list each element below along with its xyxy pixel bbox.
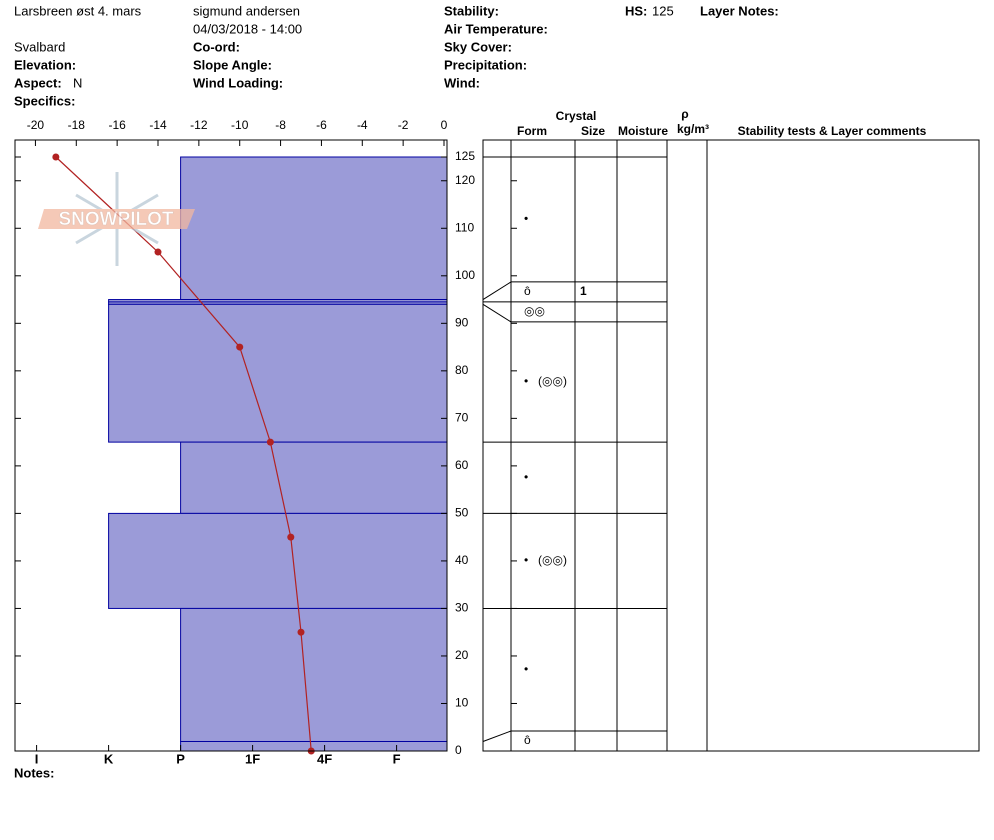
- y-tick-label: 10: [455, 696, 469, 710]
- hardness-bar: [180, 441, 448, 514]
- crystal-form: ô: [524, 733, 531, 747]
- crystal-form: •: [524, 662, 528, 676]
- size-header: Size: [581, 124, 605, 138]
- temperature-tick-label: -4: [357, 118, 368, 132]
- y-tick-label: 50: [455, 506, 469, 520]
- plot-frame: [14, 139, 448, 752]
- crystal-form: •: [524, 470, 528, 484]
- y-tick-label: 40: [455, 553, 469, 567]
- datetime: 04/03/2018 - 14:00: [193, 21, 302, 36]
- temperature-tick-label: -8: [275, 118, 286, 132]
- hardness-tick-label: 4F: [317, 751, 332, 766]
- y-tick-label: 100: [455, 268, 475, 282]
- temperature-point: [287, 533, 295, 541]
- hs-value: 125: [652, 3, 674, 18]
- hardness-tick-label: K: [104, 751, 114, 766]
- comments-header: Stability tests & Layer comments: [738, 124, 927, 138]
- wind-loading-label: Wind Loading:: [193, 75, 283, 90]
- hardness-bar: [180, 156, 448, 301]
- precip-label: Precipitation:: [444, 57, 527, 72]
- y-tick-label: 120: [455, 173, 475, 187]
- crystal-form: •: [524, 553, 528, 567]
- stability-label: Stability:: [444, 3, 499, 18]
- crystal-form: •: [524, 212, 528, 226]
- hardness-tick-label: F: [393, 751, 401, 766]
- temperature-tick-label: -14: [149, 118, 167, 132]
- specifics-label: Specifics:: [14, 93, 75, 108]
- layer-notes-label: Layer Notes:: [700, 3, 779, 18]
- moisture-header: Moisture: [618, 124, 668, 138]
- temperature-tick-label: -6: [316, 118, 327, 132]
- crystal-form: ô: [524, 284, 531, 298]
- temperature-point: [52, 153, 60, 161]
- density-unit-header: kg/m³: [677, 122, 709, 136]
- crystal-size: 1: [580, 284, 587, 298]
- temperature-point: [266, 438, 274, 446]
- layer-connector: [482, 730, 512, 742]
- temperature-tick-label: -20: [27, 118, 45, 132]
- y-tick-label: 60: [455, 458, 469, 472]
- temperature-point: [236, 343, 244, 351]
- temperature-point: [297, 628, 305, 636]
- temperature-point: [154, 248, 162, 256]
- y-tick-label: 125: [455, 149, 475, 163]
- sky-label: Sky Cover:: [444, 39, 512, 54]
- hardness-tick-label: 1F: [245, 751, 260, 766]
- temperature-tick-label: -16: [108, 118, 126, 132]
- y-tick-label: 80: [455, 363, 469, 377]
- temperature-tick-label: 0: [441, 118, 448, 132]
- aspect-label: Aspect:: [14, 75, 62, 90]
- location: Larsbreen øst 4. mars: [14, 3, 142, 18]
- y-tick-label: 20: [455, 648, 469, 662]
- plot-layer: [52, 153, 448, 755]
- table-frame: [482, 139, 980, 752]
- layer-connector: [482, 303, 512, 323]
- coord-label: Co-ord:: [193, 39, 240, 54]
- elevation-label: Elevation:: [14, 57, 76, 72]
- hardness-bar: [108, 303, 448, 443]
- y-tick-label: 110: [455, 220, 474, 234]
- logo-band: [38, 209, 195, 229]
- y-tick-label: 70: [455, 411, 469, 425]
- notes-label: Notes:: [14, 765, 54, 780]
- hardness-bar: [108, 512, 448, 609]
- form-header: Form: [517, 124, 547, 138]
- crystal-form: (◎◎): [538, 374, 567, 388]
- logo: SNOWPILOT: [58, 209, 173, 230]
- hardness-bar: [180, 607, 448, 742]
- crystal-form: (◎◎): [538, 553, 567, 567]
- profile-table: • ô 1 ◎◎ • (◎◎) • • (◎◎) • ô: [482, 139, 980, 752]
- y-tick-label: 30: [455, 601, 469, 615]
- temperature-tick-label: -12: [190, 118, 208, 132]
- region: Svalbard: [14, 39, 65, 54]
- temperature-tick-label: -2: [398, 118, 409, 132]
- crystal-form: ◎◎: [524, 304, 545, 318]
- crystal-form: •: [524, 374, 528, 388]
- wind-label: Wind:: [444, 75, 480, 90]
- slope-label: Slope Angle:: [193, 57, 272, 72]
- hs-label: HS:: [625, 3, 647, 18]
- rho-header: ρ: [681, 107, 688, 121]
- observer: sigmund andersen: [193, 3, 300, 18]
- hardness-tick-label: P: [176, 751, 185, 766]
- aspect: N: [73, 75, 82, 90]
- layer-connector: [482, 281, 512, 300]
- crystal-header: Crystal: [556, 109, 597, 123]
- hardness-tick-label: I: [35, 751, 39, 766]
- y-tick-label: 90: [455, 315, 469, 329]
- temperature-tick-label: -18: [68, 118, 86, 132]
- temperature-tick-label: -10: [231, 118, 249, 132]
- logo-watermark: SNOWPILOT: [38, 172, 195, 266]
- air-temp-label: Air Temperature:: [444, 21, 548, 36]
- y-tick-label: 0: [455, 743, 462, 757]
